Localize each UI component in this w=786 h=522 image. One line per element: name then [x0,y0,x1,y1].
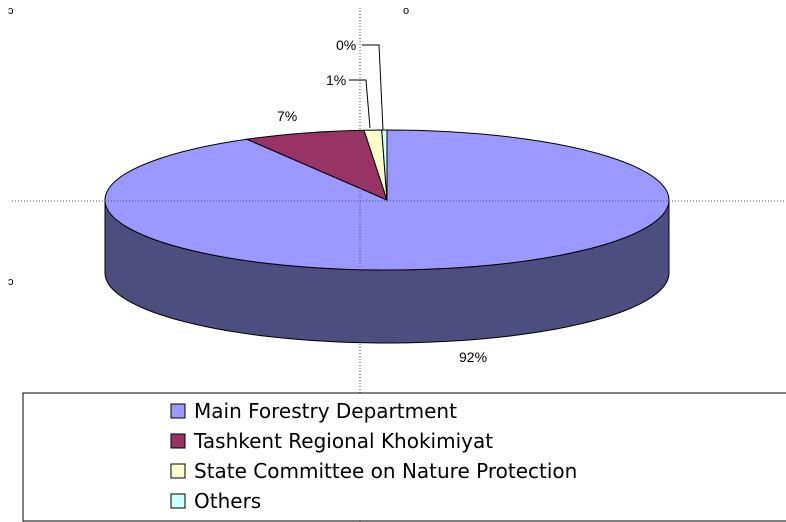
legend-label-state-committee-on-nature-protection: State Committee on Nature Protection [194,459,577,483]
data-labels: 92% 7% 1% 0% [277,37,487,365]
handle-top-left[interactable]: ɔ [8,5,14,17]
legend-swatch-tashkent-regional-khokimiyat [170,433,186,449]
slice-tashkent-regional-khokimiyat[interactable] [245,129,388,201]
data-label-tashkent-regional-khokimiyat: 7% [277,108,297,124]
leader-line-others [362,44,384,131]
handle-top-center[interactable]: o [403,5,409,17]
legend-swatch-main-forestry-department [170,403,186,419]
selection-guides: ɔ o ɔ [8,5,786,522]
data-label-others: 0% [336,37,356,53]
leader-line-state-committee-on-nature-protection [349,79,371,129]
legend-label-main-forestry-department: Main Forestry Department [194,399,457,423]
handle-left-middle[interactable]: ɔ [8,276,14,288]
legend-swatch-others [170,493,186,509]
legend-box [22,392,786,522]
legend: Main Forestry Department Tashkent Regiona… [22,392,786,522]
leader-lines [349,44,384,131]
data-label-state-committee-on-nature-protection: 1% [326,72,346,88]
data-label-main-forestry-department: 92% [459,349,487,365]
slice-others[interactable] [381,129,388,201]
legend-label-others: Others [194,489,261,513]
pie-top [104,129,670,271]
legend-swatch-state-committee-on-nature-protection [170,463,186,479]
legend-label-tashkent-regional-khokimiyat: Tashkent Regional Khokimiyat [193,429,493,453]
